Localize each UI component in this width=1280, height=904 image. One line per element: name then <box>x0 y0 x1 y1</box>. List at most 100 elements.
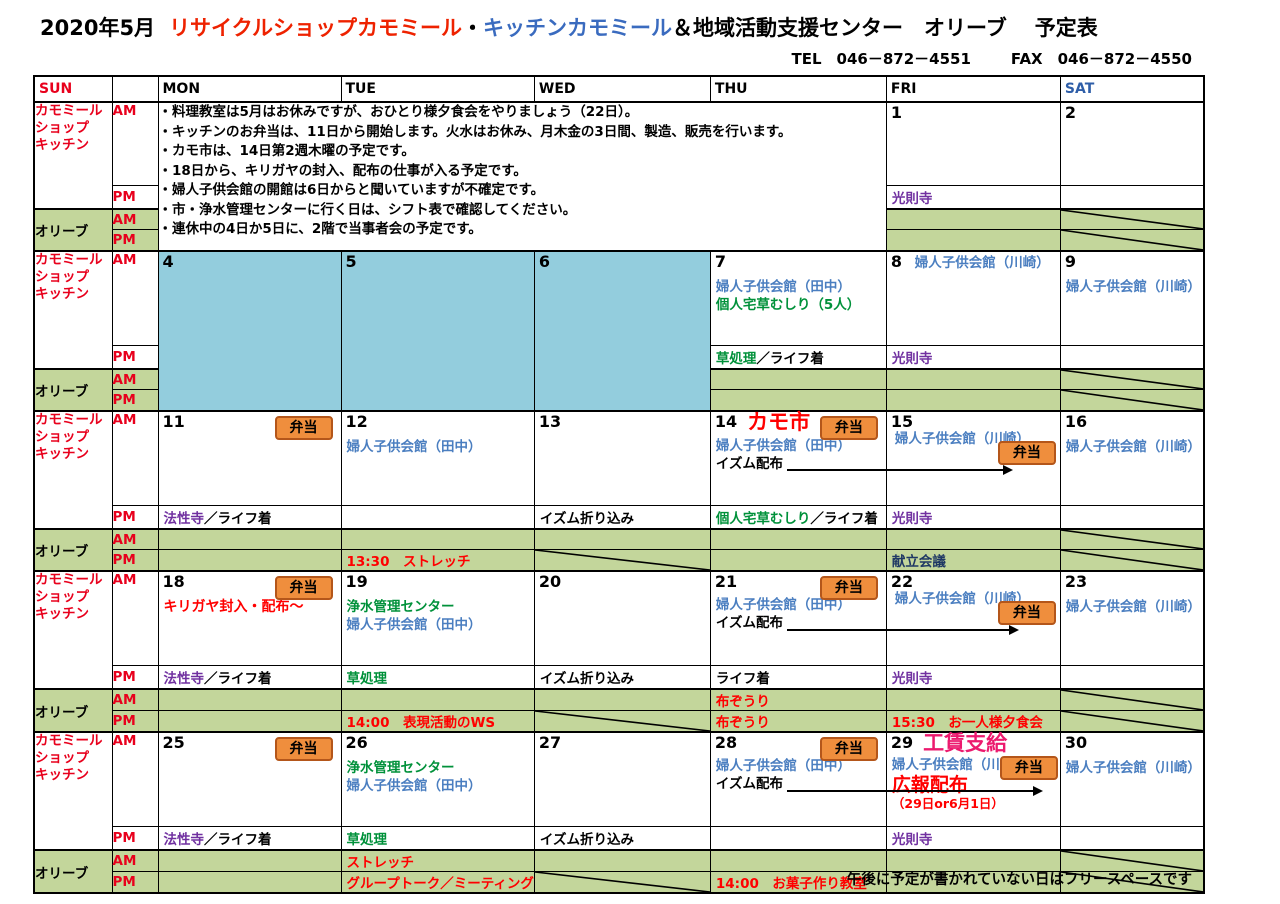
olive-am-cell <box>157 849 342 872</box>
event-grass: 草処理 <box>346 671 388 687</box>
day-number: 25 <box>162 733 185 752</box>
event-life: ／ライフ着 <box>204 511 272 527</box>
kamomile-label-line3: キッチン <box>35 446 89 462</box>
olive-am-cell: ストレッチ <box>340 849 535 872</box>
olive-am-cell: 布ぞうり <box>709 688 887 711</box>
day-number: 19 <box>345 572 368 591</box>
wage-payment-banner: 工賃支給 <box>923 731 1008 755</box>
day-cell-may14: 14 カモ市 弁当 婦人子供会館（田中） イズム配布 <box>709 410 1013 506</box>
distribution-arrow <box>786 786 1043 796</box>
olive-pm-cell-crossed <box>533 710 711 733</box>
pm-label: PM <box>111 185 159 210</box>
event-womens-hall: 婦人子供会館（川崎） <box>894 591 1030 607</box>
pm-cell-may18: 法性寺／ライフ着 <box>157 665 342 690</box>
olive-am-cell-crossed <box>1059 368 1205 390</box>
day-number: 21 <box>714 572 738 591</box>
pm-label: PM <box>111 665 159 690</box>
note-line: ・連休中の4日か5日に、2階で当事者会の予定です。 <box>158 221 482 237</box>
week5-olive-am-row: オリーブ AM ストレッチ <box>33 849 1205 894</box>
pm-cell-may2 <box>1059 185 1205 210</box>
event-stretch: 13:30 ストレッチ <box>346 554 471 570</box>
kamomile-label-line3: キッチン <box>35 767 89 783</box>
event-weeding: 個人宅草むしり（5人） <box>715 296 861 313</box>
kamomile-label-line2: ショップ <box>35 589 89 605</box>
pm-cell-may15: 光則寺 <box>885 505 1061 530</box>
day-number: 11 <box>162 412 185 431</box>
pm-label: PM <box>111 345 159 370</box>
note-line: ・料理教室は5月はお休みですが、おひとり様夕食会をやりましょう（22日）。 <box>158 104 639 120</box>
row-label-olive: オリーブ <box>33 528 113 572</box>
pm-cell-may23 <box>1059 665 1205 690</box>
day-cell-may29: 29 工賃支給 弁当 婦人子供会館（川崎） 広報配布 （29日or6月1日） <box>885 731 1061 827</box>
event-womens-hall: 婦人子供会館（田中） <box>715 438 851 454</box>
event-womens-hall: 婦人子供会館（田中） <box>346 777 482 794</box>
row-label-kamomile: カモミール ショップ キッチン <box>33 101 113 210</box>
day-number: 4 <box>162 252 174 271</box>
pm-label: PM <box>111 826 159 851</box>
kamomile-label-line3: キッチン <box>35 286 89 302</box>
day-cell-may21: 21 弁当 婦人子供会館（田中） イズム配布 <box>709 570 1019 666</box>
olive-am-cell <box>533 528 711 550</box>
event-ism-distribution: イズム配布 <box>715 455 783 472</box>
event-sweets-class: 14:00 お菓子作り教室 <box>715 876 867 892</box>
title-year-month: 2020年5月 <box>40 16 156 40</box>
title-center-name: ＆地域活動支援センター オリーブ <box>672 16 1007 40</box>
event-temple: 光則寺 <box>891 511 933 527</box>
day-cell-may7: 7 婦人子供会館（田中） 個人宅草むしり（5人） <box>709 250 887 346</box>
olive-am-cell <box>709 368 887 390</box>
week4-olive-pm-row: PM 14:00 表現活動のWS 布ぞうり 15:30 お一人様夕食会 <box>34 710 1205 733</box>
pm-cell-may1: 光則寺 <box>885 185 1061 210</box>
day-number: 9 <box>1064 252 1077 271</box>
pm-cell-may20: イズム折り込み <box>533 665 711 690</box>
pm-cell-may7: 草処理／ライフ着 <box>709 345 887 370</box>
olive-am-cell <box>533 688 711 711</box>
week2-am-row: カモミール ショップ キッチン AM 4 5 6 7 婦人子供会館（田中） 個人… <box>33 250 1205 412</box>
day-number: 15 <box>890 412 914 431</box>
olive-am-cell <box>885 688 1061 711</box>
pm-label: PM <box>111 549 159 572</box>
week3-olive-pm-row: PM 13:30 ストレッチ 献立会議 <box>34 549 1205 572</box>
event-ism-distribution: イズム配布 <box>715 775 783 792</box>
footer-note: 午後に予定が書かれていない日はフリースペースです <box>846 872 1192 888</box>
holiday-cell-may5: 5 <box>340 250 535 412</box>
bento-badge: 弁当 <box>999 756 1058 780</box>
event-temple: 光則寺 <box>891 351 933 367</box>
day-cell-may25: 25 弁当 <box>157 731 342 827</box>
pm-cell-may9 <box>1059 345 1205 370</box>
olive-am-cell-crossed <box>1059 528 1205 550</box>
pm-cell-may25: 法性寺／ライフ着 <box>157 826 342 851</box>
event-menu-meeting: 献立会議 <box>891 554 946 570</box>
kamomile-label-line1: カモミール <box>35 733 103 749</box>
olive-pm-cell <box>157 549 342 572</box>
event-grass: 草処理 <box>346 832 388 848</box>
event-womens-hall: 婦人子供会館（川崎） <box>1065 439 1201 455</box>
event-ism-folding: イズム折り込み <box>539 832 634 848</box>
note-line: ・18日から、キリガヤの封入、配布の仕事が入る予定です。 <box>158 162 527 179</box>
event-water-center: 浄水管理センター <box>346 760 455 776</box>
olive-am-cell <box>157 688 342 711</box>
diagonal-strike <box>534 550 710 570</box>
fax-number: FAX 046－872－4550 <box>1010 50 1192 68</box>
olive-pm-cell: 献立会議 <box>885 549 1061 572</box>
week3-pm-row: PM 法性寺／ライフ着 イズム折り込み 個人宅草むしり／ライフ着 光則寺 <box>34 505 1205 530</box>
week2-olive-am-row: オリーブ AM <box>33 368 1205 412</box>
day-number: 5 <box>345 252 357 271</box>
day-cell-may8: 8 婦人子供会館（川崎） <box>885 250 1061 346</box>
day-number: 23 <box>1064 572 1088 591</box>
event-life: ／ライフ着 <box>204 832 272 848</box>
diagonal-strike <box>1060 390 1204 410</box>
kamomile-label-line1: カモミール <box>35 572 103 588</box>
page-title: 2020年5月 リサイクルショップカモミール・キッチンカモミール＆地域活動支援セン… <box>40 12 1098 42</box>
olive-pm-cell <box>885 389 1061 412</box>
event-life: ／ライフ着 <box>810 511 878 527</box>
am-label: AM <box>111 731 159 827</box>
olive-am-cell <box>340 528 535 550</box>
pm-cell-may21: ライフ着 <box>709 665 887 690</box>
pm-cell-may30 <box>1059 826 1205 851</box>
holiday-cell-may4: 4 <box>157 250 342 412</box>
week4-am-row: カモミール ショップ キッチン AM 18 弁当 キリガヤ封入・配布～ 19 浄… <box>33 570 1205 690</box>
event-grass: 草処理 <box>715 351 757 367</box>
event-expression-ws: 14:00 表現活動のWS <box>346 715 496 731</box>
event-womens-hall: 婦人子供会館（川崎） <box>1065 279 1201 295</box>
row-label-olive: オリーブ <box>33 208 113 252</box>
